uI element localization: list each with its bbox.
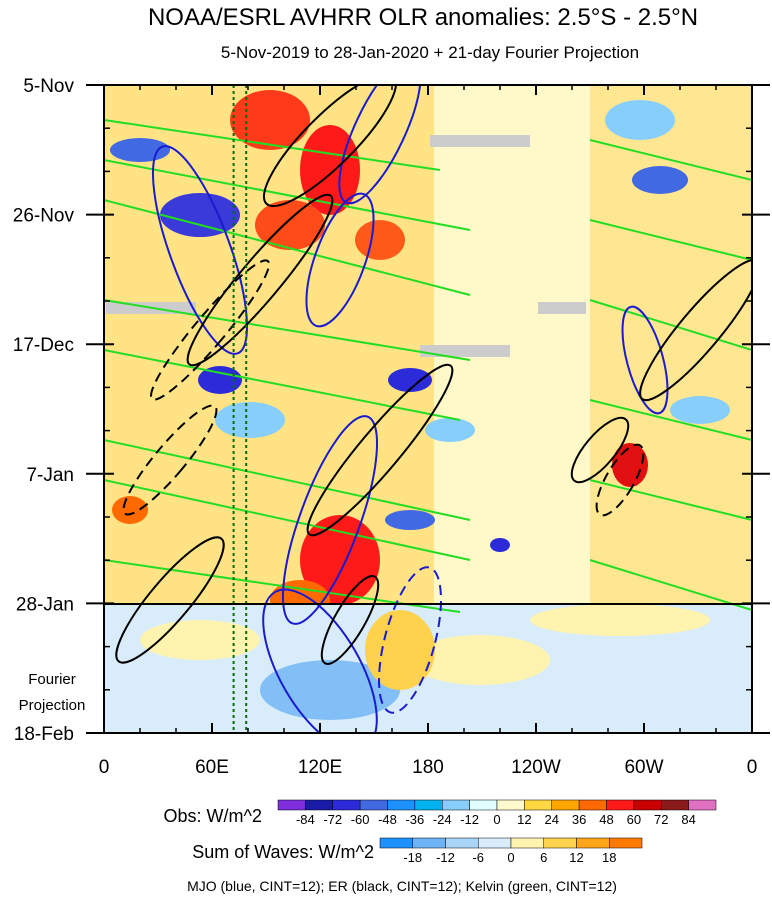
plot-area [104, 85, 752, 733]
x-tick-label: 120E [298, 757, 342, 778]
y-tick-label: 5-Nov [23, 76, 74, 97]
projection-label-line2: Projection [19, 697, 86, 714]
obs-legend-level: -24 [433, 812, 452, 827]
y-tick-label: 28-Jan [16, 594, 74, 615]
reference-lines [232, 85, 248, 733]
y-axis: 5-Nov 26-Nov 17-Dec 7-Jan 28-Jan 18-Feb [13, 76, 770, 745]
waves-legend-label: Sum of Waves: W/m^2 [192, 842, 374, 862]
obs-legend-level: 24 [545, 812, 559, 827]
obs-legend-swatch [578, 799, 607, 811]
obs-legend-swatch [633, 799, 662, 811]
waves-legend-swatch [543, 837, 577, 849]
obs-legend-level: 36 [572, 812, 586, 827]
projection-label-line1: Fourier [28, 671, 76, 688]
obs-legend-level: 48 [599, 812, 613, 827]
obs-legend-level: 12 [517, 812, 531, 827]
obs-legend-level: 84 [681, 812, 695, 827]
waves-legend-level: 6 [540, 850, 547, 865]
waves-legend-level: -6 [472, 850, 484, 865]
y-tick-label: 26-Nov [13, 206, 75, 227]
obs-legend-swatch [606, 799, 635, 811]
y-tick-label: 17-Dec [13, 335, 74, 356]
obs-legend-level: 72 [654, 812, 668, 827]
obs-legend-level: 60 [627, 812, 641, 827]
obs-legend-swatch [469, 799, 498, 811]
x-tick-label: 180 [412, 757, 444, 778]
waves-legend-swatch [379, 837, 413, 849]
obs-legend-level: -60 [351, 812, 370, 827]
obs-legend-swatch [496, 799, 525, 811]
er-contours [115, 85, 752, 665]
projection-field [104, 604, 752, 733]
obs-legend-swatch [359, 799, 388, 811]
waves-legend-swatch [478, 837, 512, 849]
obs-legend-swatch [442, 799, 470, 811]
obs-legend-level: -84 [296, 812, 315, 827]
waves-legend-swatch [576, 837, 610, 849]
chart-subtitle: 5-Nov-2019 to 28-Jan-2020 + 21-day Fouri… [221, 43, 639, 62]
mjo-contours [151, 85, 669, 733]
obs-legend-level: -36 [405, 812, 424, 827]
waves-legend: -18 -12 -6 0 6 12 18 [379, 837, 643, 865]
x-tick-label: 120W [511, 757, 561, 778]
x-axis: 0 60E 120E 180 120W 60W 0 [99, 85, 758, 778]
waves-legend-level: 18 [602, 850, 616, 865]
x-tick-label: 60W [624, 757, 663, 778]
kelvin-wave-contours [104, 119, 752, 613]
obs-legend-swatch [688, 799, 717, 811]
obs-legend-level: 0 [493, 812, 500, 827]
x-tick-label: 0 [747, 757, 758, 778]
waves-legend-level: 12 [569, 850, 583, 865]
obs-legend-level: -48 [378, 812, 397, 827]
footnote: MJO (blue, CINT=12); ER (black, CINT=12)… [187, 878, 617, 894]
obs-legend: -84 -72 -60 -48 -36 -24 -12 0 12 24 36 48 60 72 84 [277, 799, 717, 827]
obs-legend-swatch [387, 799, 416, 811]
y-tick-label: 18-Feb [14, 724, 74, 745]
obs-legend-swatch [332, 799, 361, 811]
waves-legend-swatch [609, 837, 643, 849]
obs-legend-swatch [524, 799, 552, 811]
obs-legend-label: Obs: W/m^2 [164, 806, 262, 826]
waves-legend-swatch [412, 837, 446, 849]
obs-legend-swatch [305, 799, 333, 811]
waves-legend-level: 0 [507, 850, 514, 865]
obs-legend-level: -12 [460, 812, 479, 827]
waves-legend-swatch [510, 837, 544, 849]
waves-legend-level: -18 [403, 850, 422, 865]
waves-legend-level: -12 [436, 850, 455, 865]
waves-legend-swatch [445, 837, 479, 849]
obs-legend-swatch [661, 799, 689, 811]
obs-legend-swatch [551, 799, 580, 811]
chart-title: NOAA/ESRL AVHRR OLR anomalies: 2.5°S - 2… [148, 4, 698, 31]
obs-legend-level: -72 [323, 812, 342, 827]
x-tick-label: 60E [195, 757, 229, 778]
obs-legend-swatch [414, 799, 443, 811]
x-tick-label: 0 [99, 757, 110, 778]
y-tick-label: 7-Jan [26, 465, 74, 486]
obs-legend-swatch [277, 799, 306, 811]
